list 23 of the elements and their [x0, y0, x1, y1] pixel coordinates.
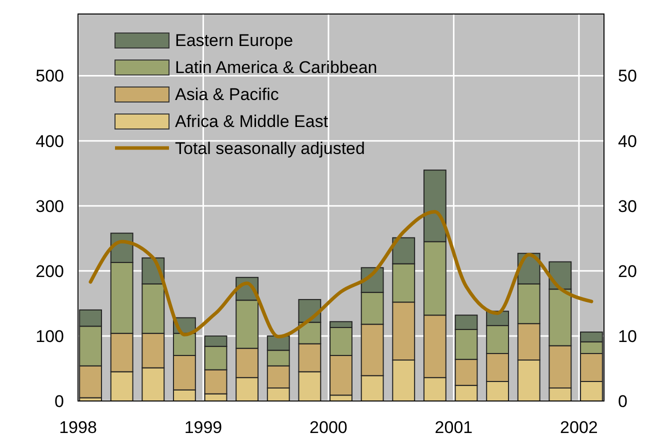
- y2-tick-label: 30: [618, 196, 637, 216]
- x-tick-label: 1998: [59, 418, 97, 437]
- x-tick-label: 2000: [310, 418, 348, 437]
- y-tick-label: 0: [54, 392, 64, 411]
- x-tick-label: 2002: [560, 418, 598, 437]
- line-series: [88, 210, 594, 338]
- legend-label: Africa & Middle East: [175, 112, 328, 131]
- y2-tick-label: 40: [618, 132, 637, 151]
- legend-label: Total seasonally adjusted: [175, 138, 365, 158]
- y2-tick-label: 20: [618, 262, 637, 281]
- legend-label: Asia & Pacific: [175, 84, 280, 104]
- legend-label: Eastern Europe: [175, 30, 294, 50]
- y2-tick-label: 0: [618, 392, 628, 411]
- y2-tick-label: 10: [618, 326, 637, 346]
- legend-label: Latin America & Caribbean: [175, 58, 378, 77]
- y-tick-label: 400: [36, 132, 64, 151]
- y-tick-label: 500: [36, 66, 64, 86]
- y-tick-label: 200: [36, 262, 64, 281]
- y-tick-label: 300: [36, 196, 64, 216]
- y2-tick-label: 50: [618, 66, 637, 86]
- y-tick-label: 100: [36, 326, 64, 346]
- x-tick-label: 1999: [184, 418, 222, 437]
- x-tick-label: 2001: [434, 418, 473, 437]
